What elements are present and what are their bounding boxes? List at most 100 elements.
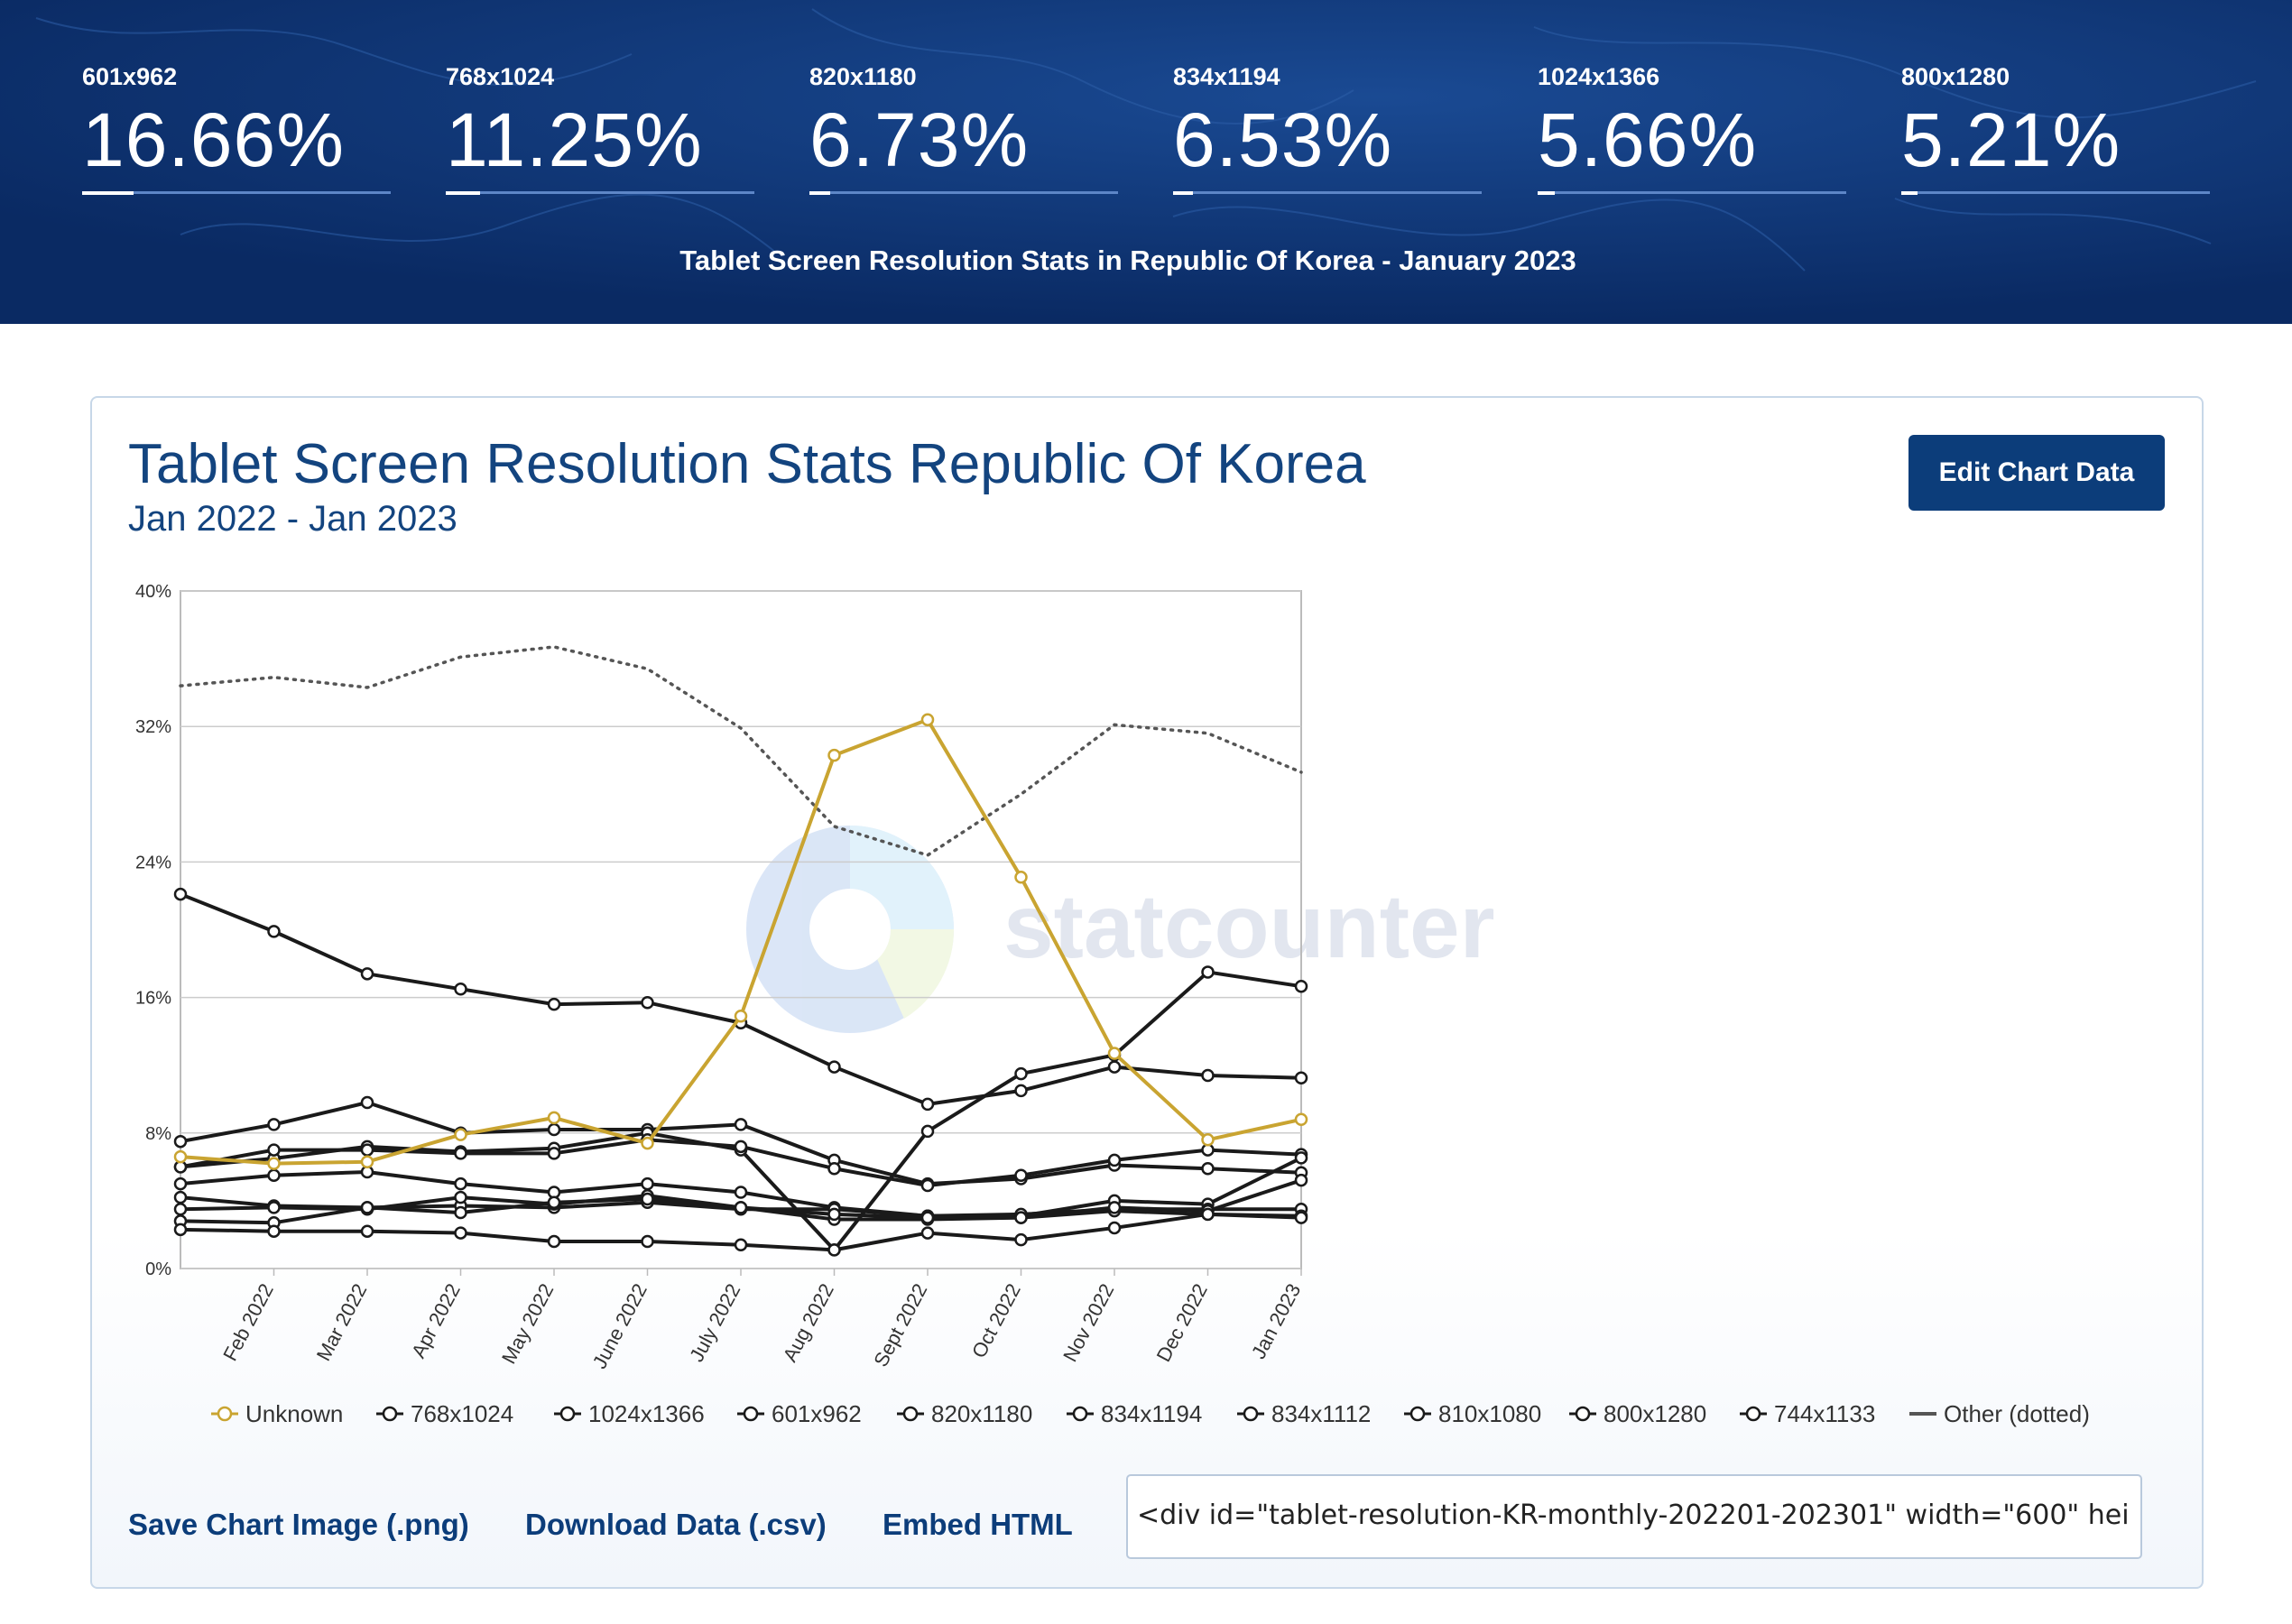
data-point	[267, 1157, 281, 1170]
x-tick-label: Aug 2022	[779, 1280, 838, 1366]
x-tick-label: Jan 2023	[1247, 1280, 1306, 1363]
legend-marker	[902, 1406, 919, 1422]
data-point	[920, 1097, 935, 1112]
y-axis: 0% 8% 16% 24% 32% 40%	[135, 582, 171, 1279]
data-point	[173, 1223, 188, 1237]
legend-item: 834x1112	[1237, 1400, 1371, 1427]
data-point	[360, 1224, 374, 1238]
data-point	[734, 1186, 748, 1199]
data-point	[360, 967, 374, 981]
stat-card-1024x1366: 1024x1366 5.66%	[1538, 63, 1846, 195]
legend-marker	[743, 1406, 759, 1422]
stat-label: 768x1024	[446, 63, 555, 90]
chart-subtitle: Jan 2022 - Jan 2023	[128, 499, 457, 539]
legend-item: Unknown	[211, 1400, 343, 1427]
x-tick-label: Feb 2022	[218, 1280, 278, 1365]
legend-item: 768x1024	[376, 1400, 513, 1427]
x-tick-label: July 2022	[685, 1280, 744, 1366]
stat-card-768x1024: 768x1024 11.25%	[446, 63, 754, 195]
stat-progress-fill	[82, 191, 134, 195]
legend-item: 810x1080	[1404, 1400, 1541, 1427]
y-tick-label: 24%	[135, 853, 171, 872]
edit-chart-data-button[interactable]: Edit Chart Data	[1908, 435, 2165, 511]
legend-label: 820x1180	[931, 1400, 1032, 1427]
legend-marker	[1072, 1406, 1088, 1422]
series-1	[173, 887, 1308, 1112]
data-point	[360, 1155, 374, 1168]
stat-value: 11.25%	[446, 97, 703, 182]
embed-code-input[interactable]	[1128, 1476, 2139, 1554]
data-point	[1294, 979, 1308, 993]
save-chart-image-link[interactable]: Save Chart Image (.png)	[128, 1508, 469, 1541]
y-tick-label: 16%	[135, 989, 171, 1009]
stat-progress-fill	[1538, 191, 1556, 195]
series-9	[173, 1207, 1308, 1257]
y-tick-label: 0%	[145, 1260, 171, 1279]
stat-value: 5.21%	[1901, 97, 2121, 182]
data-point	[173, 1134, 188, 1149]
data-point	[1107, 1201, 1122, 1214]
data-point	[1014, 1066, 1028, 1081]
data-point	[547, 1234, 561, 1249]
stat-label: 601x962	[82, 63, 178, 90]
legend-item: 834x1194	[1067, 1400, 1202, 1427]
legend-label: 810x1080	[1438, 1400, 1541, 1427]
legend-label: Other (dotted)	[1944, 1400, 2090, 1427]
data-point	[360, 1095, 374, 1110]
legend-item: 1024x1366	[554, 1400, 705, 1427]
world-map-background	[0, 0, 2292, 324]
chart-actions: Save Chart Image (.png) Download Data (.…	[128, 1499, 1121, 1553]
stat-card-800x1280: 800x1280 5.21%	[1901, 63, 2210, 195]
stat-progress-fill	[1901, 191, 1918, 195]
data-point	[734, 1238, 748, 1251]
data-point	[734, 1140, 748, 1154]
data-point	[1201, 1161, 1215, 1176]
data-point	[454, 1147, 467, 1160]
x-tick-label: Dec 2022	[1152, 1280, 1212, 1366]
legend-marker	[1575, 1406, 1591, 1422]
data-point	[1201, 965, 1215, 979]
statcounter-watermark: statcounter	[746, 826, 1495, 1033]
data-point	[920, 713, 935, 726]
data-point	[920, 1211, 935, 1224]
data-point	[173, 1203, 188, 1216]
download-data-link[interactable]: Download Data (.csv)	[525, 1508, 827, 1541]
legend-label: 768x1024	[411, 1400, 513, 1427]
legend-marker	[1243, 1406, 1259, 1422]
embed-code-box	[1126, 1474, 2142, 1559]
data-point	[454, 1176, 467, 1191]
data-point	[547, 1195, 561, 1210]
data-point	[920, 1226, 935, 1240]
data-point	[173, 887, 188, 901]
data-point	[827, 748, 841, 762]
data-point	[454, 1205, 467, 1220]
series-4	[173, 1133, 1308, 1193]
data-point	[267, 1118, 281, 1131]
legend-item: 820x1180	[897, 1400, 1032, 1427]
data-point	[734, 1201, 748, 1214]
data-point	[1294, 1211, 1308, 1224]
series-line	[179, 645, 1303, 857]
legend-marker	[1409, 1406, 1426, 1422]
legend-item: 744x1133	[1740, 1400, 1875, 1427]
series-0	[173, 713, 1308, 1170]
legend-label: 834x1194	[1101, 1400, 1202, 1427]
legend-marker	[217, 1406, 233, 1422]
data-point	[641, 1136, 654, 1150]
stat-progress-bar	[446, 191, 754, 195]
data-point	[173, 1149, 188, 1164]
legend-item: 601x962	[737, 1400, 862, 1427]
data-point	[454, 1190, 467, 1204]
legend-label: 800x1280	[1603, 1400, 1706, 1427]
x-tick-label: Nov 2022	[1058, 1280, 1118, 1366]
data-point	[1107, 1047, 1122, 1060]
data-point	[641, 1192, 654, 1206]
data-point	[1014, 1084, 1028, 1098]
stat-progress-bar	[1538, 191, 1846, 195]
data-point	[1014, 1211, 1028, 1224]
series-10	[179, 645, 1303, 857]
data-point	[1014, 1168, 1028, 1182]
hero-title: Tablet Screen Resolution Stats in Republ…	[679, 245, 1576, 276]
data-point	[360, 1143, 374, 1157]
x-tick-label: June 2022	[588, 1280, 652, 1372]
